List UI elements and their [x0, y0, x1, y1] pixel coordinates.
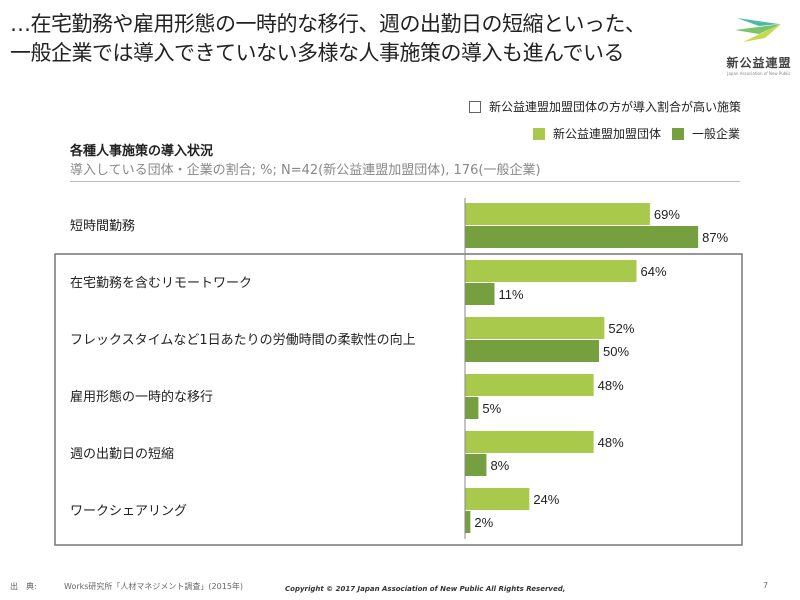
data-label: 87%: [702, 230, 728, 245]
legend-highlight-label: 新公益連盟加盟団体の方が導入割合が高い施策: [489, 100, 742, 114]
category-label: フレックスタイムなど1日あたりの労働時間の柔軟性の向上: [70, 332, 416, 348]
highlight-frame: [54, 253, 743, 546]
page-number: 7: [763, 581, 769, 590]
category-label: 雇用形態の一時的な移行: [70, 389, 213, 405]
bar-member: [465, 374, 594, 396]
bar-member: [465, 431, 594, 453]
category-label: 短時間勤務: [70, 219, 135, 234]
bar-member: [465, 317, 605, 339]
category-label: 在宅勤務を含むリモートワーク: [70, 275, 252, 291]
bar-general: [465, 511, 471, 533]
bar-general: [465, 283, 495, 305]
legend-series-2: 一般企業: [672, 125, 740, 142]
legend-swatch-1: [533, 127, 545, 140]
source-text: Works研究所「人材マネジメント調査」(2015年): [64, 582, 244, 591]
bar-member: [465, 260, 637, 282]
bar-member: [465, 203, 650, 225]
data-label: 5%: [482, 401, 501, 416]
title-line-2: 一般企業では導入できていない多様な人事施策の導入も進んでいる: [10, 41, 624, 65]
category-label: 週の出勤日の短縮: [70, 446, 174, 462]
data-label: 24%: [533, 492, 559, 507]
chart-header: 各種人事施策の導入状況 導入している団体・企業の割合; %; N=42(新公益連…: [70, 140, 740, 182]
data-label: 64%: [641, 264, 667, 279]
category-label: ワークシェアリング: [70, 504, 187, 519]
legend-label-1: 新公益連盟加盟団体: [553, 127, 662, 141]
data-label: 48%: [598, 378, 624, 393]
bar-member: [465, 488, 530, 510]
copyright: Copyright © 2017 Japan Association of Ne…: [285, 585, 566, 593]
data-label: 11%: [498, 287, 523, 302]
legend-highlight: 新公益連盟加盟団体の方が導入割合が高い施策: [469, 98, 741, 115]
chart-subtitle: 導入している団体・企業の割合; %; N=42(新公益連盟加盟団体), 176(…: [70, 163, 541, 178]
bar-general: [465, 397, 479, 419]
data-label: 2%: [474, 515, 493, 530]
source-label: 出 典:: [10, 582, 37, 591]
title-line-1: …在宅勤務や雇用形態の一時的な移行、週の出勤日の短縮といった、: [10, 12, 646, 36]
data-label: 50%: [603, 344, 629, 359]
logo-name: 新公益連盟: [726, 56, 792, 70]
data-label: 52%: [608, 321, 634, 336]
bar-general: [465, 226, 699, 248]
data-label: 69%: [654, 207, 680, 222]
bar-general: [465, 454, 487, 476]
legend-label-2: 一般企業: [692, 127, 741, 141]
legend-box-swatch: [469, 100, 481, 113]
logo-sub: Japan Association of New Public: [727, 71, 791, 76]
logo-mark-icon: [735, 18, 781, 42]
logo: 新公益連盟 Japan Association of New Public: [722, 12, 796, 78]
legend-swatch-2: [672, 127, 684, 140]
legend-series-1: 新公益連盟加盟団体: [533, 125, 661, 142]
slide-title: …在宅勤務や雇用形態の一時的な移行、週の出勤日の短縮といった、 一般企業では導入…: [10, 10, 646, 68]
bar-general: [465, 340, 599, 362]
chart-title: 各種人事施策の導入状況: [70, 144, 214, 159]
data-label: 8%: [490, 458, 509, 473]
data-label: 48%: [598, 435, 624, 450]
